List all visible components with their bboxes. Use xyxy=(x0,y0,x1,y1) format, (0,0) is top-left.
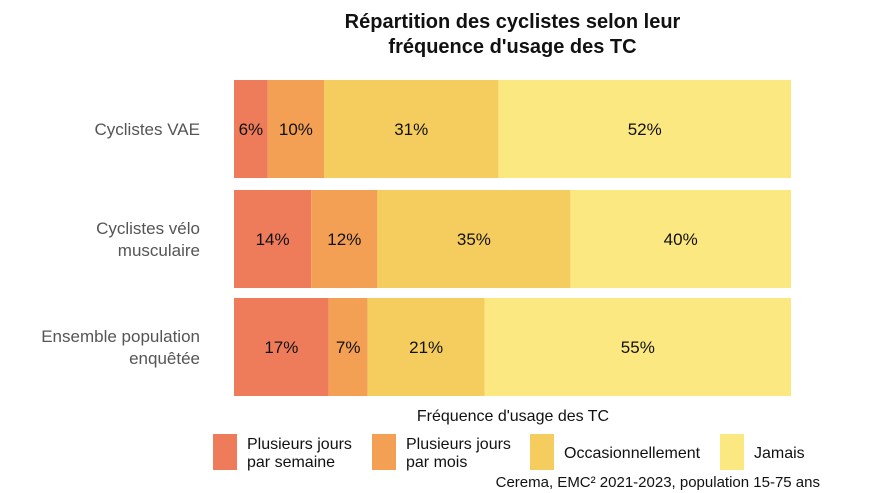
bar-segment-2-2 xyxy=(311,190,378,288)
legend-swatch-3 xyxy=(530,434,554,470)
category-label-2-line-2: musculaire xyxy=(118,241,200,260)
data-label-2-1: 14% xyxy=(256,230,290,249)
legend-swatch-4 xyxy=(720,434,744,470)
legend-title: Fréquence d'usage des TC xyxy=(417,408,609,425)
category-label-3-line-1: Ensemble population xyxy=(41,327,200,346)
data-label-1-3: 31% xyxy=(394,120,428,139)
legend-swatch-2 xyxy=(372,434,396,470)
data-label-2-4: 40% xyxy=(664,230,698,249)
category-label-2-line-1: Cyclistes vélo xyxy=(96,219,200,238)
bar-segment-3-4 xyxy=(484,298,791,396)
bar-segment-2-3 xyxy=(377,190,571,288)
bar-segment-3-2 xyxy=(328,298,368,396)
legend-label-2-line-2: par mois xyxy=(406,454,467,471)
chart-title-line-2: fréquence d'usage des TC xyxy=(388,36,637,58)
bar-segment-2-1 xyxy=(234,190,312,288)
bar-segment-3-3 xyxy=(367,298,485,396)
data-label-3-4: 55% xyxy=(621,338,655,357)
legend-label-1-line-1: Plusieurs jours xyxy=(247,436,352,453)
bar-segment-2-4 xyxy=(570,190,791,288)
bar-segment-1-1 xyxy=(234,80,268,178)
chart-title-line-1: Répartition des cyclistes selon leur xyxy=(344,11,681,33)
data-label-1-2: 10% xyxy=(279,120,313,139)
source-note: Cerema, EMC² 2021-2023, population 15-75… xyxy=(495,474,820,491)
category-label-3-line-2: enquêtée xyxy=(129,349,200,368)
bar-segment-3-1 xyxy=(234,298,329,396)
data-label-1-1: 6% xyxy=(239,120,264,139)
data-label-3-3: 21% xyxy=(409,338,443,357)
bar-segment-1-2 xyxy=(267,80,325,178)
bar-segment-1-3 xyxy=(324,80,499,178)
data-label-3-2: 7% xyxy=(336,338,361,357)
category-labels-layer: Cyclistes VAE Cyclistes vélo musculaire Ens… xyxy=(41,120,200,368)
bar-segment-1-4 xyxy=(498,80,791,178)
data-label-2-3: 35% xyxy=(457,230,491,249)
data-label-2-2: 12% xyxy=(327,230,361,249)
bars-layer: 6% 10% 31% 52% 14% 12% 35% 40% 17% 7% 21% 55% xyxy=(234,80,791,396)
category-label-1-line-1: Cyclistes VAE xyxy=(95,120,201,139)
legend-label-1-line-2: par semaine xyxy=(247,454,335,471)
legend-label-2-line-1: Plusieurs jours xyxy=(406,436,511,453)
data-label-1-4: 52% xyxy=(628,120,662,139)
legend-swatch-1 xyxy=(213,434,237,470)
legend-label-4-line-1: Jamais xyxy=(754,445,805,462)
legend-label-3-line-1: Occasionnellement xyxy=(564,445,701,462)
data-label-3-1: 17% xyxy=(264,338,298,357)
